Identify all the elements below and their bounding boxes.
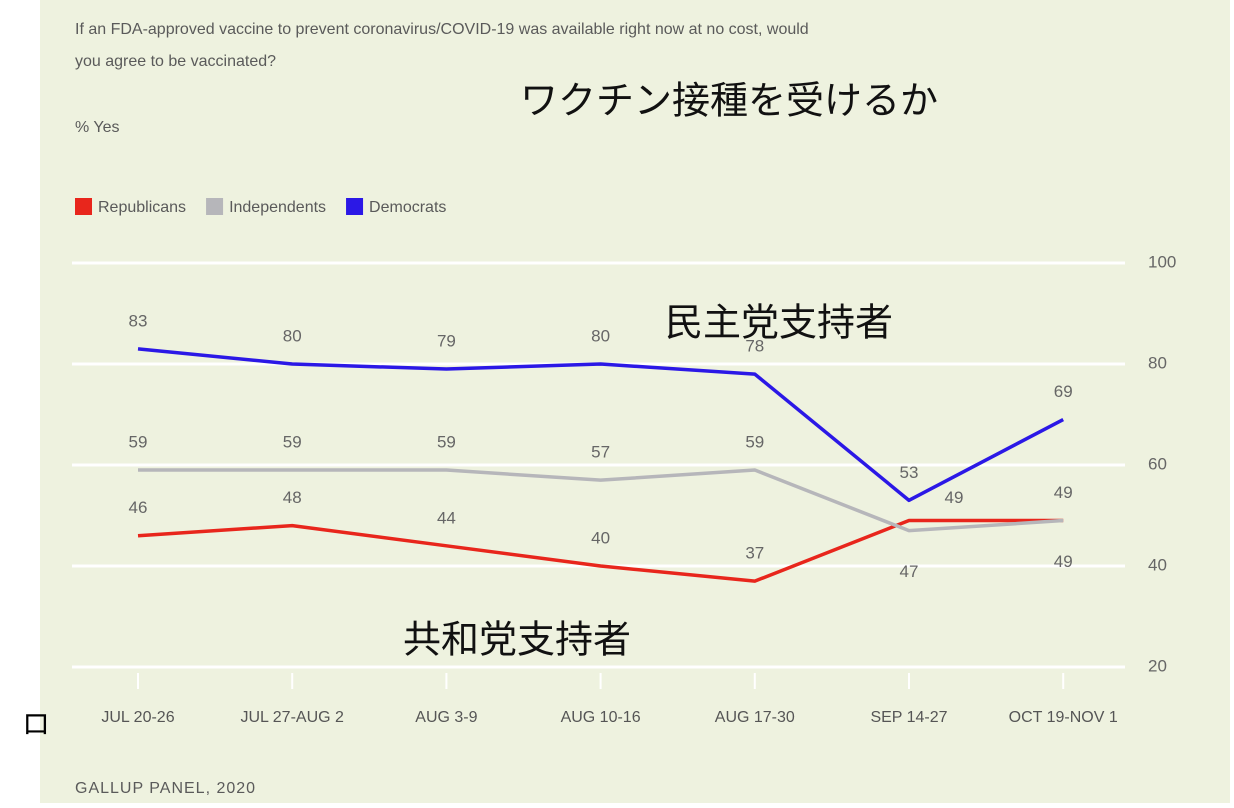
chart-title: If an FDA-approved vaccine to prevent co…: [75, 21, 809, 38]
data-label: 59: [745, 433, 764, 452]
data-label: 40: [591, 528, 610, 547]
data-label: 46: [129, 498, 148, 517]
data-label: 59: [437, 433, 456, 452]
data-label: 53: [900, 463, 919, 482]
series-line: [137, 518, 1064, 583]
data-label: 49: [1054, 552, 1073, 571]
data-label: 49: [945, 488, 964, 507]
y-tick-label: 80: [1148, 353, 1167, 372]
legend-swatch: [346, 198, 364, 215]
annotation: ロ: [22, 708, 50, 739]
x-tick-label: JUL 20-26: [101, 709, 174, 726]
x-tick-label: OCT 19-NOV 1: [1009, 709, 1118, 726]
background: [40, 0, 1230, 803]
series-line: [137, 347, 1065, 503]
annotation: 共和党支持者: [403, 618, 631, 662]
y-tick-label: 20: [1148, 656, 1167, 675]
data-label: 79: [437, 332, 456, 351]
legend-label: Republicans: [98, 199, 186, 216]
data-label: 44: [437, 508, 456, 527]
data-label: 37: [745, 544, 764, 563]
data-label: 83: [129, 311, 148, 330]
annotation: 民主党支持者: [665, 301, 893, 345]
data-label: 69: [1054, 382, 1073, 401]
data-label: 48: [283, 488, 302, 507]
data-label: 49: [1054, 483, 1073, 502]
y-tick-label: 40: [1148, 555, 1167, 574]
x-tick-label: AUG 17-30: [715, 709, 795, 726]
x-tick-label: AUG 10-16: [561, 709, 641, 726]
series-line: [138, 468, 1064, 533]
y-tick-label: 100: [1148, 252, 1176, 271]
data-label: 47: [900, 562, 919, 581]
data-label: 80: [591, 326, 610, 345]
data-label: 59: [283, 433, 302, 452]
source: GALLUP PANEL, 2020: [75, 780, 256, 797]
legend-swatch: [75, 198, 92, 215]
data-label: 80: [283, 326, 302, 345]
annotation: ワクチン接種を受けるか: [520, 79, 938, 123]
legend-swatch: [206, 198, 224, 215]
legend-label: Democrats: [369, 199, 446, 216]
chart-title: you agree to be vaccinated?: [75, 53, 276, 70]
x-tick-label: SEP 14-27: [870, 709, 947, 726]
subtitle: % Yes: [75, 119, 119, 136]
legend-label: Independents: [229, 199, 326, 216]
data-label: 57: [591, 443, 610, 462]
x-tick-label: JUL 27-AUG 2: [240, 709, 344, 726]
x-tick-label: AUG 3-9: [415, 709, 477, 726]
data-label: 59: [129, 433, 148, 452]
y-tick-label: 60: [1148, 454, 1167, 473]
data-label: 78: [745, 337, 764, 356]
